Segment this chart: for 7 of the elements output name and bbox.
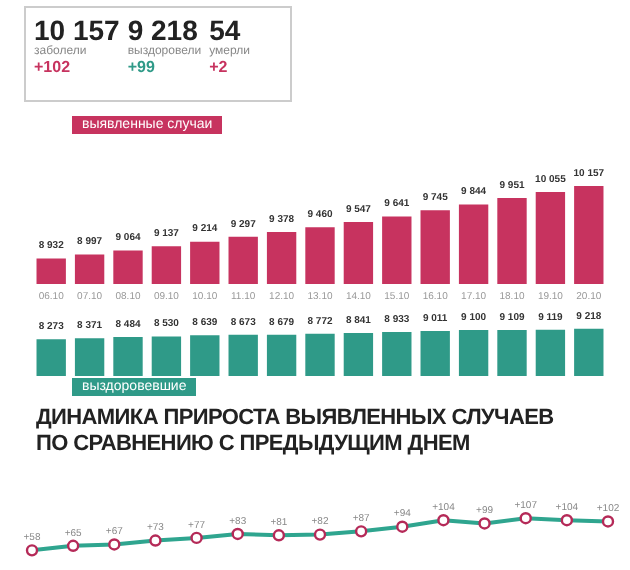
text: 9 218: [127, 14, 200, 46]
text: 10 157: [34, 14, 120, 46]
text: +2: [209, 58, 230, 76]
chart-title: ДИНАМИКА ПРИРОСТА ВЫЯВЛЕННЫХ СЛУЧАЕВ ПО СРАВНЕНИЮ С ПРЕДЫДУЩИМ ДНЕМ: [36, 406, 556, 458]
text: 54: [209, 14, 243, 46]
text: +99: [127, 58, 157, 76]
text: +102: [34, 58, 73, 76]
